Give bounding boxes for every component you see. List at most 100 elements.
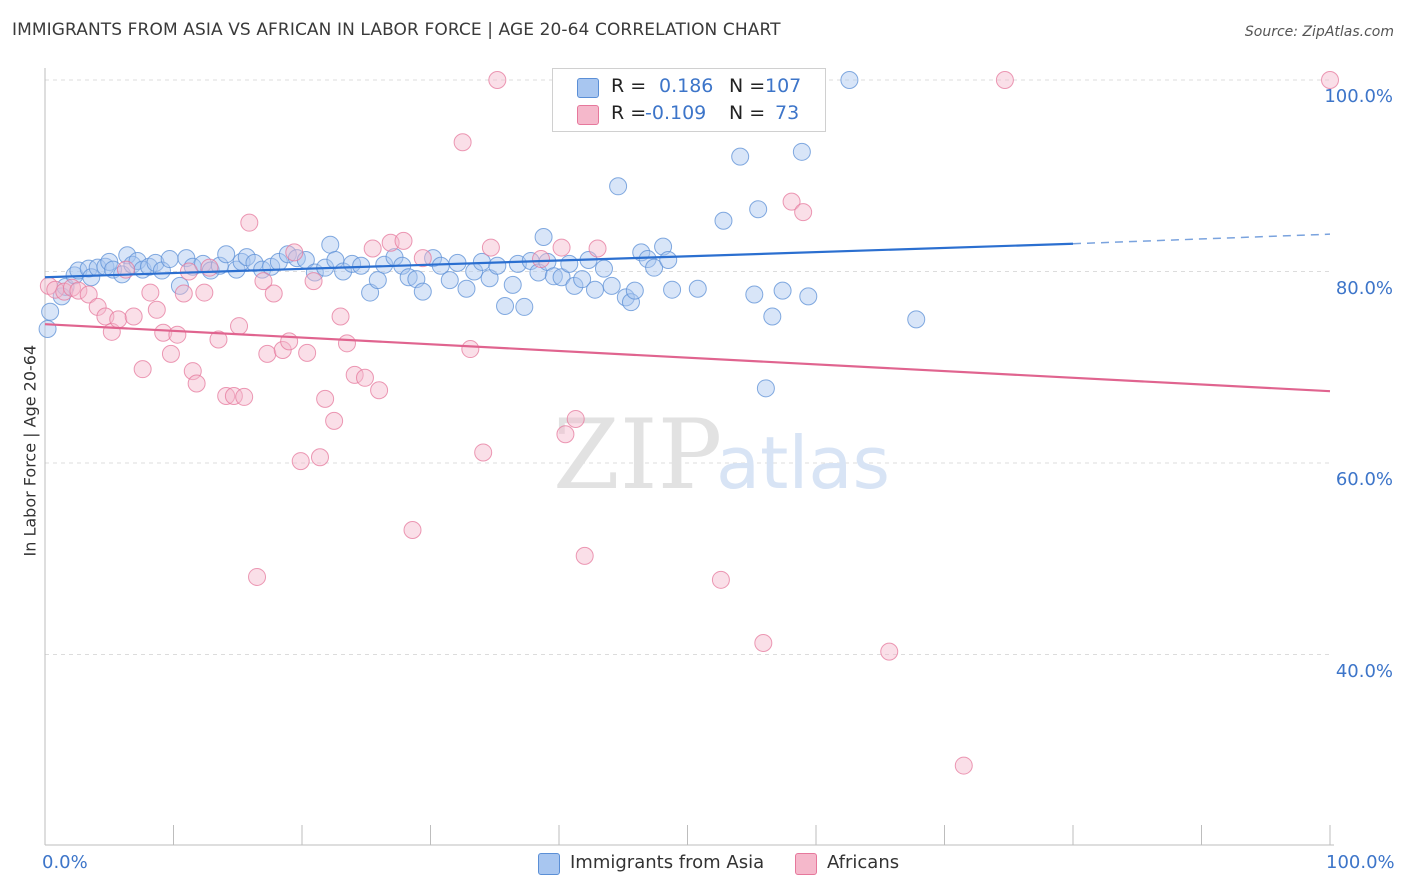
asia-point: [621, 293, 640, 312]
asia-point: [745, 285, 764, 304]
africans-point: [248, 567, 267, 586]
africans-point: [161, 344, 180, 363]
legend-r-value: -0.109: [645, 102, 707, 124]
africans-point: [174, 284, 193, 303]
y-tick-label: 40.0%: [1335, 660, 1393, 682]
asia-point: [321, 235, 340, 254]
africans-point: [481, 238, 500, 257]
asia-trend-line: [44, 242, 1074, 279]
legend-r-value: 0.186: [659, 75, 714, 97]
asia-point: [515, 297, 534, 316]
africans-point: [345, 365, 364, 384]
asia-point: [38, 319, 57, 338]
africans-point: [488, 71, 507, 89]
africans-point: [782, 192, 801, 211]
asia-point: [799, 287, 818, 306]
legend-swatch-asia: [577, 78, 599, 98]
asia-point: [118, 246, 137, 265]
asia-point: [663, 280, 682, 299]
asia-point: [625, 281, 644, 300]
legend-r-label: R =: [611, 75, 647, 97]
africans-point: [355, 368, 374, 387]
africans-point: [217, 386, 236, 405]
africans-point: [291, 452, 310, 471]
legend-swatch-africans: [795, 853, 817, 875]
asia-point: [616, 288, 635, 307]
trend-lines: [44, 233, 1331, 393]
africans-point: [79, 285, 98, 304]
asia-point: [488, 256, 507, 275]
africans-point: [794, 203, 813, 222]
africans-point: [754, 634, 773, 653]
grid-lines: [45, 79, 1330, 655]
africans-point: [195, 283, 214, 302]
asia-point: [399, 268, 418, 287]
africans-point: [285, 243, 304, 262]
asia-point: [688, 279, 707, 298]
asia-point: [654, 237, 673, 256]
africans-point: [403, 521, 422, 540]
legend-n-value: 73: [775, 102, 800, 124]
asia-point: [565, 276, 584, 295]
asia-point: [440, 271, 459, 290]
series-africans-points: [39, 71, 1339, 775]
africans-point: [230, 317, 249, 336]
africans-point: [711, 570, 730, 589]
asia-point: [840, 71, 859, 89]
y-tick-label: 80.0%: [1335, 277, 1393, 299]
africans-point: [588, 239, 607, 258]
chart-title: IMMIGRANTS FROM ASIA VS AFRICAN IN LABOR…: [12, 20, 781, 40]
y-tick-label: 100.0%: [1324, 86, 1393, 107]
africans-point: [995, 71, 1014, 89]
africans-point: [224, 386, 243, 405]
africans-point: [69, 281, 88, 300]
africans-point: [337, 334, 356, 353]
africans-point: [1321, 71, 1339, 89]
asia-point: [368, 271, 387, 290]
africans-point: [954, 756, 973, 775]
asia-point: [659, 251, 678, 270]
legend-label-africans: Africans: [827, 852, 900, 873]
africans-point: [556, 425, 575, 444]
africans-point: [200, 258, 219, 277]
y-axis-label: In Labor Force | Age 20-64: [20, 344, 40, 557]
africans-point: [474, 443, 493, 462]
africans-point: [254, 272, 273, 291]
africans-point: [413, 249, 432, 268]
africans-point: [370, 381, 389, 400]
africans-point: [240, 213, 259, 232]
asia-point: [375, 255, 394, 274]
asia-point: [602, 276, 621, 295]
africans-point: [141, 283, 160, 302]
asia-point: [749, 200, 768, 219]
x-tick-max: 100.0%: [1326, 852, 1395, 873]
africans-point: [461, 340, 480, 359]
africans-point: [124, 307, 143, 326]
asia-point: [544, 267, 563, 286]
source-label: Source: ZipAtlas.com: [1244, 24, 1394, 40]
asia-point: [731, 147, 750, 166]
africans-point: [310, 448, 329, 467]
africans-point: [575, 546, 594, 565]
legend-label-asia: Immigrants from Asia: [570, 852, 765, 873]
asia-point: [278, 245, 297, 264]
watermark-zip: ZIP: [553, 399, 722, 511]
asia-point: [763, 307, 782, 326]
asia-point: [585, 280, 604, 299]
africans-point: [258, 344, 277, 363]
africans-point: [552, 238, 571, 257]
africans-point: [532, 250, 551, 269]
legend-n-value: 107: [765, 75, 802, 97]
africans-trend-line: [44, 323, 1331, 393]
asia-point: [907, 310, 926, 329]
asia-point: [457, 279, 476, 298]
asia-point: [714, 211, 733, 230]
legend-n-label: N =: [729, 75, 766, 97]
africans-point: [880, 642, 899, 661]
asia-point: [609, 177, 628, 196]
asia-point: [560, 254, 579, 273]
asia-point: [424, 249, 443, 268]
asia-point: [496, 296, 515, 315]
africans-point: [304, 272, 323, 291]
africans-point: [209, 330, 228, 349]
